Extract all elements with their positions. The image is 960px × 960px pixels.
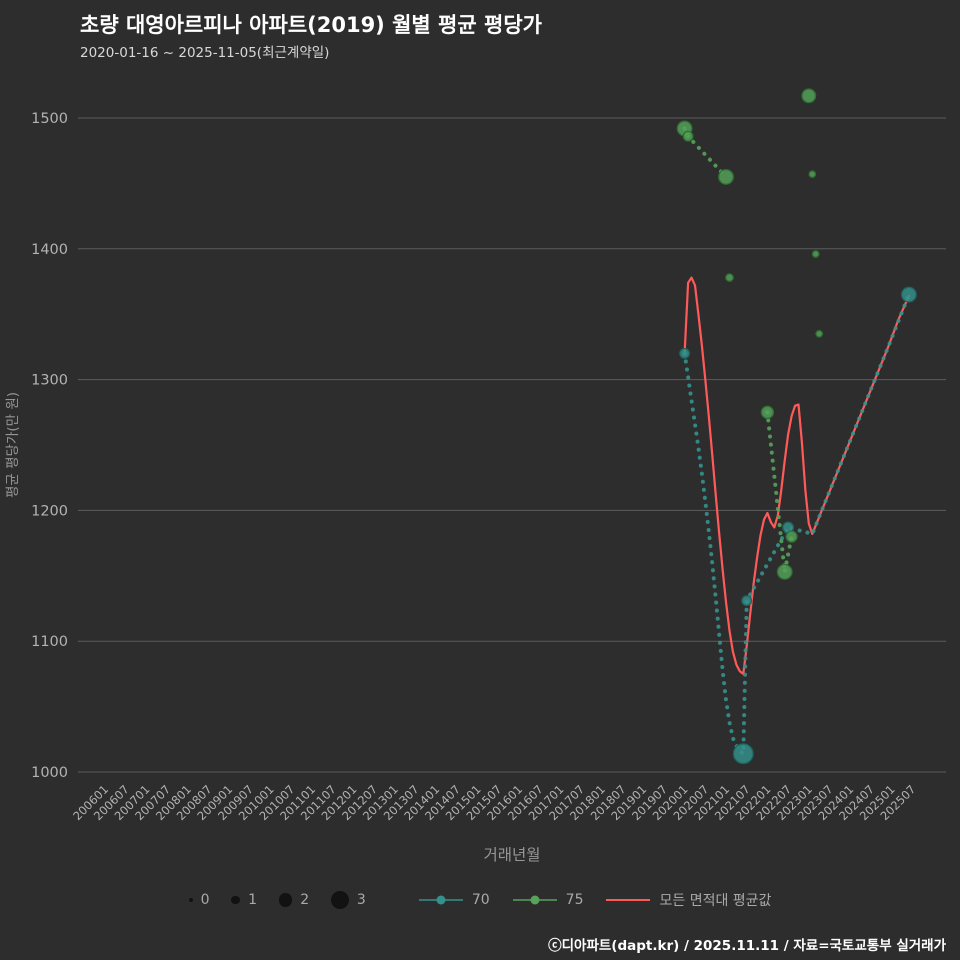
chart-title: 초량 대영아르피나 아파트(2019) 월별 평균 평당가 xyxy=(80,13,542,37)
point-70[interactable] xyxy=(900,286,917,303)
y-axis-title: 평균 평당가(만 원) xyxy=(5,392,21,498)
legend-size-0[interactable]: 0 xyxy=(188,892,210,908)
point-70[interactable] xyxy=(741,595,753,607)
legend-series-70[interactable]: 70 xyxy=(418,892,490,908)
legend-size-2[interactable]: 2 xyxy=(279,892,309,908)
y-tick-label: 1000 xyxy=(31,765,68,781)
legend-size-label: 1 xyxy=(248,892,257,908)
point-70[interactable] xyxy=(732,743,754,765)
point-75[interactable] xyxy=(776,563,793,580)
legend-size-label: 3 xyxy=(356,891,366,908)
avg-line xyxy=(683,276,910,675)
line-dot-icon xyxy=(512,895,557,905)
point-70[interactable] xyxy=(679,347,691,359)
size-dot-icon xyxy=(279,893,293,907)
point-75[interactable] xyxy=(725,273,734,282)
size-dot-icon xyxy=(188,898,193,902)
point-75[interactable] xyxy=(808,170,817,179)
legend-series-label: 70 xyxy=(471,892,490,908)
point-75[interactable] xyxy=(801,88,817,104)
point-75[interactable] xyxy=(815,329,824,338)
legend-series-label: 모든 면적대 평균값 xyxy=(659,893,772,909)
point-75[interactable] xyxy=(718,168,734,185)
chart-legend: 0 1 2 3 70 75 모든 면적대 평균값 xyxy=(0,890,960,910)
legend-series-label: 75 xyxy=(565,892,584,908)
legend-size-1[interactable]: 1 xyxy=(231,892,257,908)
y-tick-label: 1500 xyxy=(31,111,68,127)
legend-size-3[interactable]: 3 xyxy=(331,891,366,909)
legend-size-label: 2 xyxy=(300,892,310,908)
legend-series-75[interactable]: 75 xyxy=(512,892,584,908)
chart-footer: ⓒ디아파트(dapt.kr) / 2025.11.11 / 자료=국토교통부 실… xyxy=(548,938,946,954)
y-tick-label: 1200 xyxy=(31,503,68,519)
chart-canvas: 1000110012001300140015002006012006072007… xyxy=(5,88,946,864)
point-75[interactable] xyxy=(785,530,798,543)
legend-series-avg[interactable]: 모든 면적대 평균값 xyxy=(605,890,771,910)
point-75[interactable] xyxy=(682,130,694,142)
y-tick-label: 1300 xyxy=(31,373,68,389)
y-tick-label: 1400 xyxy=(31,242,68,258)
chart-subtitle: 2020-01-16 ~ 2025-11-05(최근계약일) xyxy=(80,45,330,61)
point-75[interactable] xyxy=(760,405,775,419)
y-tick-label: 1100 xyxy=(31,634,68,650)
point-75[interactable] xyxy=(811,250,820,258)
line-icon xyxy=(606,899,651,901)
size-dot-icon xyxy=(331,891,349,909)
size-dot-icon xyxy=(231,895,241,905)
line-dot-icon xyxy=(418,895,463,905)
legend-size-label: 0 xyxy=(200,892,210,908)
x-axis-title: 거래년월 xyxy=(483,846,540,864)
